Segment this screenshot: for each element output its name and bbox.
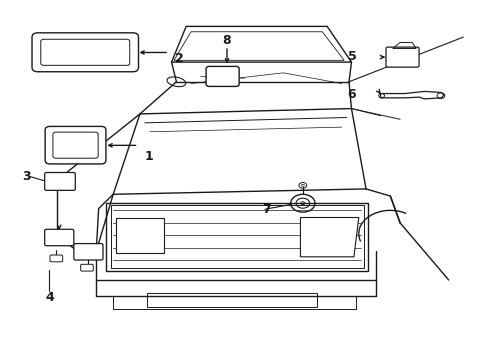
- FancyBboxPatch shape: [45, 126, 106, 164]
- Polygon shape: [380, 91, 443, 99]
- FancyBboxPatch shape: [81, 264, 93, 271]
- Bar: [111, 205, 363, 267]
- FancyBboxPatch shape: [44, 172, 75, 190]
- FancyBboxPatch shape: [385, 47, 418, 67]
- FancyBboxPatch shape: [44, 229, 74, 246]
- Bar: [147, 293, 317, 307]
- FancyBboxPatch shape: [74, 244, 103, 260]
- Text: 3: 3: [22, 170, 30, 183]
- Polygon shape: [116, 217, 164, 253]
- Text: 2: 2: [175, 52, 184, 65]
- FancyBboxPatch shape: [205, 66, 239, 86]
- Polygon shape: [300, 217, 358, 257]
- FancyBboxPatch shape: [32, 33, 138, 72]
- Text: 6: 6: [347, 88, 355, 101]
- Text: 5: 5: [347, 50, 356, 63]
- Text: 4: 4: [45, 291, 54, 305]
- Text: 1: 1: [144, 150, 153, 163]
- Bar: [106, 203, 368, 271]
- Text: 8: 8: [222, 34, 231, 47]
- Text: 7: 7: [262, 203, 270, 216]
- FancyBboxPatch shape: [50, 255, 62, 262]
